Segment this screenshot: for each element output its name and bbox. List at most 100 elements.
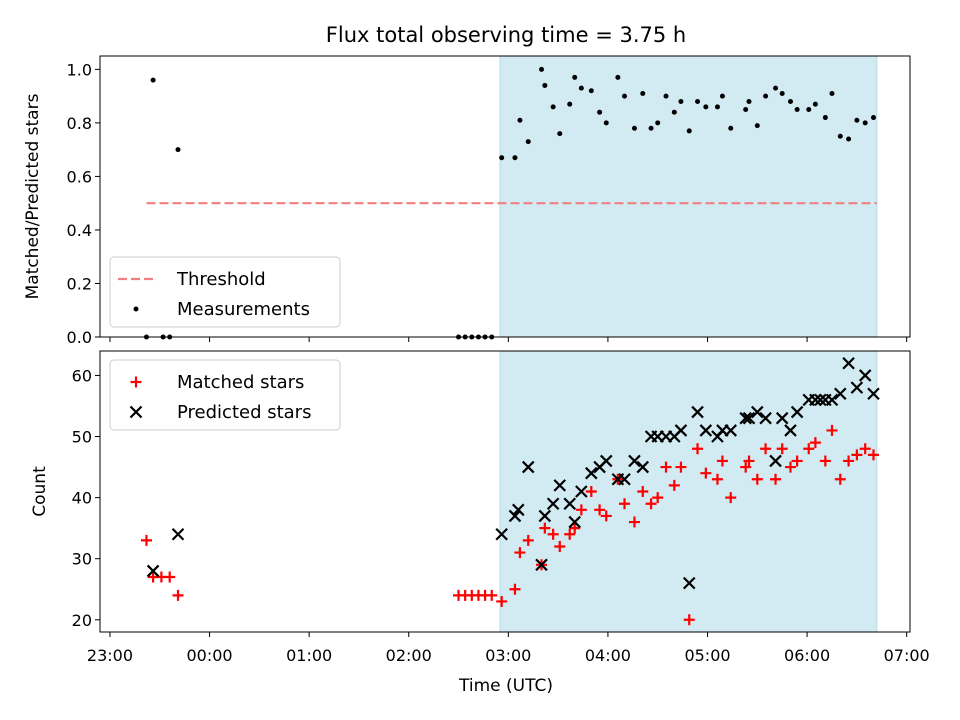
legend-swatch xyxy=(133,306,139,312)
data-point xyxy=(837,133,843,139)
data-point xyxy=(854,117,860,123)
data-point xyxy=(615,74,621,80)
data-point xyxy=(746,98,752,104)
data-point xyxy=(674,424,688,437)
data-point xyxy=(660,461,672,473)
data-point xyxy=(539,522,551,534)
data-point xyxy=(535,558,548,572)
data-point xyxy=(728,125,734,131)
data-point xyxy=(622,93,628,99)
data-point xyxy=(499,155,505,161)
data-point xyxy=(668,479,680,491)
data-point xyxy=(140,534,152,546)
data-point xyxy=(775,411,789,425)
data-point xyxy=(784,461,796,473)
x-tick-label: 07:00 xyxy=(884,646,930,665)
data-point xyxy=(751,405,764,419)
legend-label: Threshold xyxy=(176,269,266,290)
legend-label: Predicted stars xyxy=(177,402,311,423)
data-point xyxy=(553,479,567,492)
data-point xyxy=(743,455,755,467)
plot-frame xyxy=(99,55,911,338)
data-point xyxy=(575,504,587,516)
x-tick-label: 03:00 xyxy=(485,646,531,665)
data-point xyxy=(648,125,654,131)
data-point xyxy=(716,455,728,467)
data-point xyxy=(554,540,566,552)
data-point xyxy=(512,155,518,161)
x-tick-label: 23:00 xyxy=(87,646,133,665)
data-point xyxy=(588,88,594,94)
y-axis-title-top: Matched/Predicted stars xyxy=(23,93,43,299)
data-point xyxy=(859,443,871,455)
data-point xyxy=(594,504,606,516)
data-point xyxy=(175,147,181,153)
data-point xyxy=(819,455,831,467)
data-point xyxy=(597,109,603,115)
legend-box xyxy=(109,359,341,431)
panel-ratio: 0.0 0.2 0.4 0.6 0.8 1.0 Matched/Predicted sta… xyxy=(23,55,911,347)
data-point xyxy=(806,107,812,113)
data-point xyxy=(521,460,535,474)
data-point xyxy=(834,387,847,401)
data-point xyxy=(563,497,577,510)
y-tick-label: 0.2 xyxy=(67,274,92,293)
data-point xyxy=(164,571,176,583)
data-point xyxy=(695,98,701,104)
data-point xyxy=(754,123,760,129)
data-point xyxy=(575,485,588,498)
data-point xyxy=(858,369,872,382)
data-point xyxy=(751,473,763,485)
panel-count: 20 30 40 50 60 23:00 00:00 01:00 02:00 03:00 04:00… xyxy=(30,350,930,665)
data-point xyxy=(867,387,880,401)
data-point xyxy=(600,510,612,522)
data-point xyxy=(671,109,677,115)
data-point xyxy=(678,98,684,104)
data-point xyxy=(150,77,156,83)
data-point xyxy=(787,98,793,104)
data-point xyxy=(725,492,737,504)
y-tick-label: 60 xyxy=(72,366,92,385)
data-point xyxy=(496,595,508,607)
x-tick-label: 04:00 xyxy=(585,646,631,665)
data-point xyxy=(714,104,720,110)
data-point xyxy=(790,405,804,419)
data-point xyxy=(692,443,704,455)
series-predicted-stars xyxy=(146,356,880,590)
data-point xyxy=(809,393,822,407)
y-axis-title-bottom: Count xyxy=(30,466,50,517)
data-point xyxy=(631,125,637,131)
data-point xyxy=(683,614,695,626)
y-tick-label: 50 xyxy=(72,428,92,447)
data-point xyxy=(567,101,573,107)
data-point xyxy=(547,528,559,540)
data-point xyxy=(842,356,855,370)
data-point xyxy=(585,466,598,480)
x-tick-label: 01:00 xyxy=(286,646,332,665)
data-point xyxy=(628,516,640,528)
data-point xyxy=(508,509,522,523)
data-point xyxy=(546,497,560,510)
data-point xyxy=(700,467,712,479)
data-point xyxy=(763,93,769,99)
x-tick-label: 00:00 xyxy=(186,646,232,665)
data-point xyxy=(675,461,687,473)
data-point xyxy=(759,411,772,425)
data-point xyxy=(691,405,704,419)
data-point xyxy=(779,90,785,96)
y-tick-label: 0.6 xyxy=(67,167,92,186)
data-point xyxy=(739,411,752,425)
data-point xyxy=(578,85,584,91)
data-point xyxy=(542,82,548,88)
data-point xyxy=(564,528,576,540)
data-point xyxy=(572,74,578,80)
legend-top: Threshold Measurements xyxy=(109,256,341,328)
data-point xyxy=(514,547,526,559)
highlight-span-top xyxy=(499,55,878,338)
legend-box xyxy=(109,256,341,328)
data-point xyxy=(822,115,828,121)
data-point xyxy=(851,449,863,461)
data-point xyxy=(770,473,782,485)
data-point xyxy=(618,473,631,486)
data-point xyxy=(525,139,531,145)
